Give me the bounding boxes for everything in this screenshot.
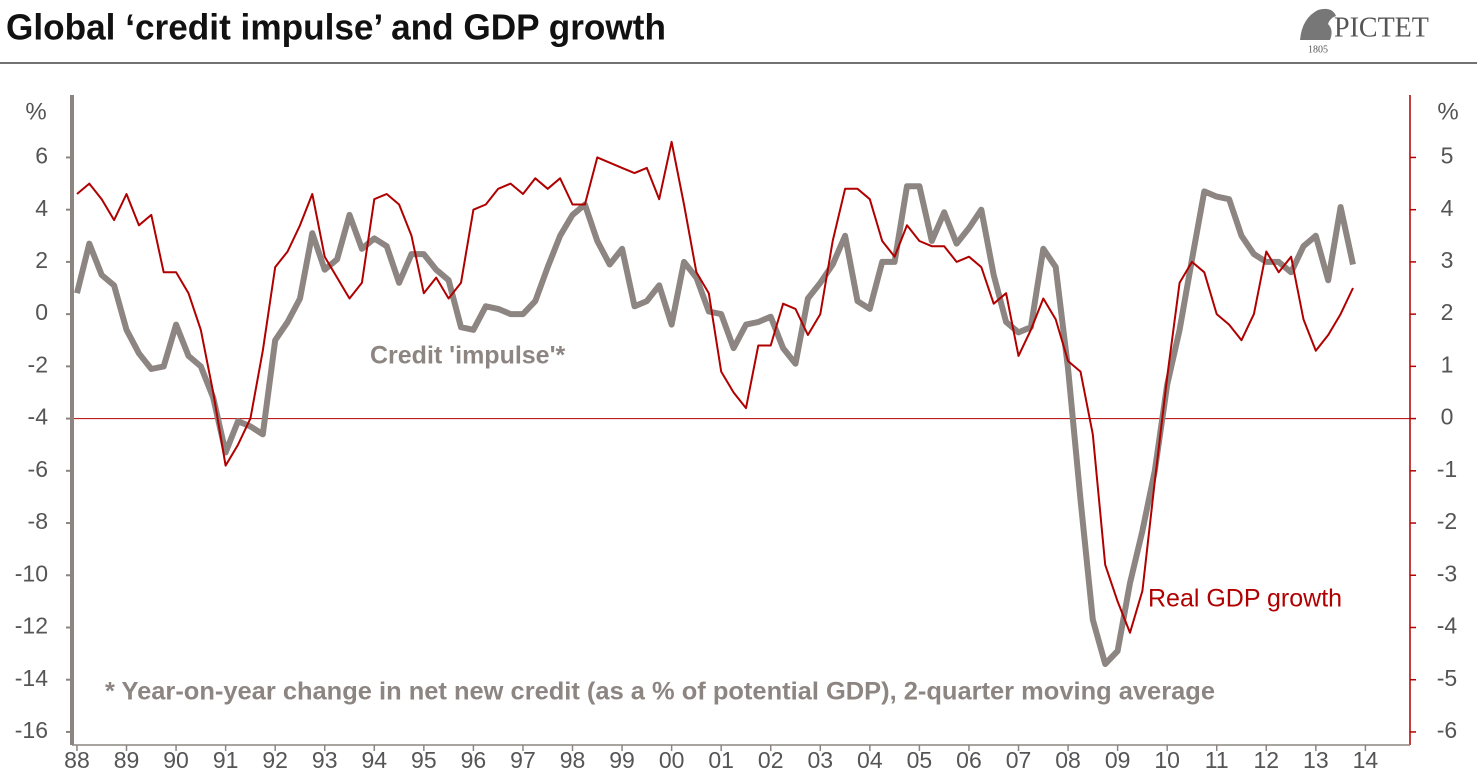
y-tick-label: -16	[15, 717, 48, 743]
x-tick-label: 89	[114, 747, 140, 773]
series-label: Credit 'impulse'*	[370, 342, 566, 370]
y-tick-label: -2	[28, 351, 48, 377]
y2-unit: %	[1437, 98, 1458, 125]
y2-tick-label: 5	[1441, 143, 1454, 169]
x-tick-label: 02	[758, 747, 784, 773]
y2-tick-label: -6	[1437, 717, 1457, 743]
y-unit: %	[25, 98, 46, 125]
y-tick-label: -8	[28, 508, 48, 534]
x-tick-label: 92	[262, 747, 288, 773]
x-tick-label: 09	[1105, 747, 1131, 773]
series-label: Real GDP growth	[1148, 585, 1342, 613]
x-tick-label: 90	[163, 747, 189, 773]
x-tick-label: 93	[312, 747, 338, 773]
y2-tick-label: -5	[1437, 665, 1457, 691]
y2-tick-label: 3	[1441, 247, 1454, 273]
x-tick-label: 10	[1154, 747, 1180, 773]
chart-title: Global ‘credit impulse’ and GDP growth	[6, 7, 666, 48]
x-tick-label: 97	[510, 747, 536, 773]
y2-tick-label: 1	[1441, 351, 1454, 377]
y-tick-label: -14	[15, 665, 48, 691]
x-tick-label: 95	[411, 747, 437, 773]
x-tick-label: 94	[361, 747, 387, 773]
x-tick-label: 99	[609, 747, 635, 773]
logo-name: PICTET	[1334, 12, 1429, 43]
y-tick-label: 4	[35, 195, 48, 221]
x-tick-label: 07	[1006, 747, 1032, 773]
y-tick-label: 6	[35, 143, 48, 169]
x-tick-label: 00	[659, 747, 685, 773]
y-tick-label: 0	[35, 299, 48, 325]
series-line	[74, 183, 1356, 667]
logo: PICTET 1805	[1300, 8, 1429, 55]
y2-tick-label: -1	[1437, 456, 1457, 482]
y-tick-label: 2	[35, 247, 48, 273]
x-tick-label: 11	[1205, 747, 1229, 773]
logo-year: 1805	[1308, 44, 1328, 55]
x-tick-label: 13	[1303, 747, 1329, 773]
footnote: * Year-on-year change in net new credit …	[105, 678, 1215, 706]
x-tick-label: 05	[907, 747, 933, 773]
x-tick-label: 01	[708, 747, 734, 773]
x-tick-label: 12	[1253, 747, 1279, 773]
x-tick-label: 91	[213, 747, 239, 773]
x-tick-label: 14	[1353, 747, 1379, 773]
series-line	[76, 140, 1354, 634]
y2-tick-label: -4	[1437, 613, 1458, 639]
x-tick-label: 98	[560, 747, 586, 773]
y-tick-label: -12	[15, 613, 48, 639]
x-tick-label: 96	[461, 747, 487, 773]
y-tick-label: -6	[28, 456, 48, 482]
y2-tick-label: 2	[1441, 299, 1454, 325]
y2-tick-label: 0	[1441, 404, 1454, 430]
y2-tick-label: -3	[1437, 560, 1457, 586]
x-tick-label: 04	[857, 747, 883, 773]
x-tick-label: 03	[807, 747, 833, 773]
y2-tick-label: -2	[1437, 508, 1457, 534]
logo-lion	[1300, 8, 1336, 40]
x-tick-label: 88	[64, 747, 90, 773]
y2-tick-label: 4	[1441, 195, 1454, 221]
x-tick-label: 06	[956, 747, 982, 773]
x-tick-label: 08	[1055, 747, 1081, 773]
y-tick-label: -4	[28, 404, 49, 430]
y-tick-label: -10	[15, 560, 48, 586]
